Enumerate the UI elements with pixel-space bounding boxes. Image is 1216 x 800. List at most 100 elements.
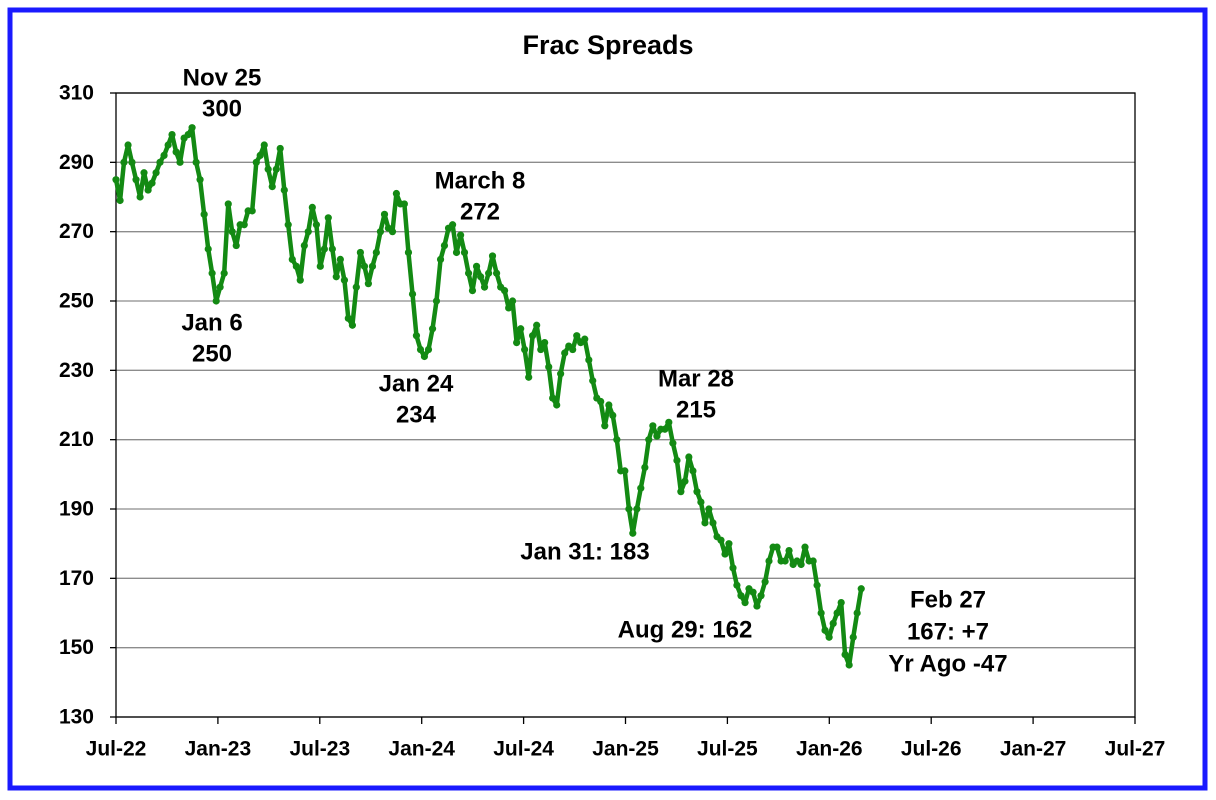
x-tick-label: Jan-27 <box>1000 738 1067 761</box>
data-point <box>853 609 861 617</box>
data-point <box>412 332 421 340</box>
y-tick-label: 250 <box>59 290 94 313</box>
annotation: Jan 24 <box>379 370 454 397</box>
data-point <box>168 131 176 139</box>
data-point <box>248 207 256 215</box>
data-point <box>721 550 729 558</box>
x-tick-label: Jul-26 <box>901 738 962 761</box>
data-point <box>749 588 757 596</box>
data-point <box>428 325 437 333</box>
data-point <box>456 231 465 239</box>
data-point <box>757 592 765 600</box>
data-point <box>376 228 385 236</box>
data-point <box>585 356 593 364</box>
y-tick-label: 230 <box>59 359 94 382</box>
data-point <box>336 255 344 263</box>
data-point <box>717 536 725 544</box>
data-point <box>184 131 192 139</box>
data-point <box>480 283 489 291</box>
data-point <box>360 262 369 270</box>
data-point <box>416 345 425 354</box>
data-point <box>505 304 513 312</box>
annotation: March 8 <box>435 167 526 194</box>
data-point <box>857 585 865 593</box>
data-point <box>160 151 168 159</box>
data-point <box>164 141 172 149</box>
frame <box>7 7 1208 791</box>
annotation: 250 <box>192 340 232 367</box>
data-point <box>208 269 216 277</box>
data-point <box>645 436 653 444</box>
annotation: 234 <box>396 401 437 428</box>
data-point <box>292 262 300 270</box>
data-point <box>669 439 677 447</box>
data-point <box>348 321 357 329</box>
data-point <box>653 432 661 440</box>
data-point <box>825 633 833 641</box>
data-point <box>440 241 449 250</box>
data-point <box>472 262 481 270</box>
data-point <box>697 498 705 506</box>
data-point <box>589 377 597 385</box>
x-tick-label: Jan-23 <box>185 738 252 761</box>
annotation: Jan 6 <box>181 309 242 336</box>
data-point <box>196 176 204 184</box>
data-point <box>809 557 817 565</box>
data-point <box>813 581 821 589</box>
data-point <box>404 248 413 257</box>
data-point <box>545 363 553 371</box>
data-point <box>561 349 569 357</box>
data-point <box>176 158 184 166</box>
x-tick-label: Jan-25 <box>592 738 659 761</box>
data-point <box>801 543 809 551</box>
data-point <box>729 564 737 572</box>
data-point <box>372 248 380 257</box>
data-point <box>112 176 120 184</box>
data-point <box>304 228 312 236</box>
data-point <box>212 297 220 305</box>
y-tick-label: 290 <box>59 151 94 174</box>
data-point <box>320 245 328 253</box>
data-point <box>569 345 577 354</box>
data-point <box>761 578 769 586</box>
data-point <box>629 529 637 537</box>
annotation: 215 <box>676 396 716 423</box>
data-point <box>817 609 825 617</box>
data-point <box>500 287 509 295</box>
annotation: Aug 29: 162 <box>618 616 753 643</box>
y-tick-label: 190 <box>59 498 94 521</box>
data-point <box>464 269 473 277</box>
annotation: Yr Ago -47 <box>888 650 1007 677</box>
data-point <box>701 519 709 527</box>
data-point <box>172 148 180 156</box>
data-point <box>420 352 429 361</box>
data-point <box>452 248 461 257</box>
x-tick-label: Jan-24 <box>388 738 455 761</box>
y-tick-label: 170 <box>59 567 94 590</box>
annotation: 167: +7 <box>907 618 989 645</box>
data-point <box>424 345 433 354</box>
annotation: Mar 28 <box>658 365 734 392</box>
data-point <box>136 193 144 201</box>
data-point <box>781 557 789 565</box>
y-tick-label: 270 <box>59 220 94 243</box>
data-point <box>288 255 296 263</box>
data-point <box>144 186 152 194</box>
data-point <box>625 505 633 513</box>
data-point <box>837 599 845 607</box>
data-point <box>689 467 697 475</box>
data-point <box>468 287 477 295</box>
data-point <box>833 609 841 617</box>
data-point <box>705 505 713 513</box>
x-tick-label: Jul-27 <box>1105 738 1166 761</box>
data-point <box>549 394 557 402</box>
data-point <box>140 169 148 177</box>
data-point <box>392 189 400 198</box>
data-point <box>797 560 805 569</box>
x-tick-label: Jul-22 <box>86 738 147 761</box>
data-point <box>364 280 372 288</box>
data-point <box>765 557 773 565</box>
data-point <box>272 165 280 173</box>
data-point <box>677 488 685 496</box>
